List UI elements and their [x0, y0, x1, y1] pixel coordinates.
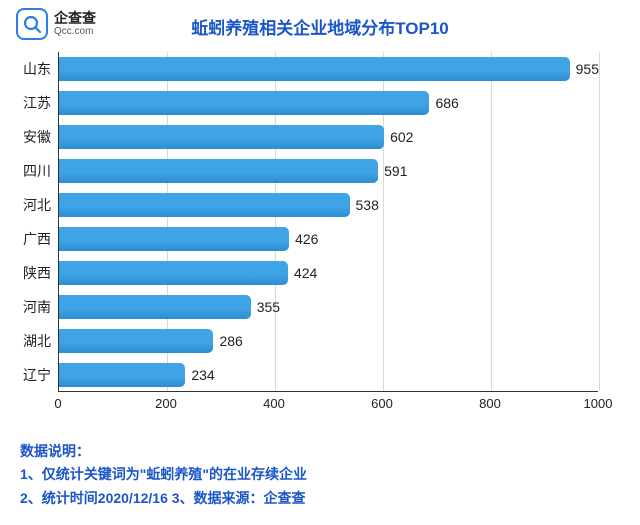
bar-value-label: 426 — [295, 231, 318, 247]
category-label: 广西 — [23, 229, 59, 249]
bar-value-label: 955 — [576, 61, 599, 77]
category-label: 河北 — [23, 195, 59, 215]
bar-value-label: 234 — [191, 367, 214, 383]
bar-value-label: 424 — [294, 265, 317, 281]
x-tick-label: 800 — [479, 396, 501, 411]
bar-value-label: 355 — [257, 299, 280, 315]
category-label: 江苏 — [23, 93, 59, 113]
bar — [59, 57, 570, 81]
bar-row: 河北538 — [59, 188, 599, 222]
bar-row: 湖北286 — [59, 324, 599, 358]
bar — [59, 193, 350, 217]
bar-row: 陕西424 — [59, 256, 599, 290]
bar-row: 四川591 — [59, 154, 599, 188]
category-label: 河南 — [23, 297, 59, 317]
bar — [59, 329, 213, 353]
bar — [59, 91, 429, 115]
bar-value-label: 686 — [435, 95, 458, 111]
footer-line-1: 1、仅统计关键词为"蚯蚓养殖"的在业存续企业 — [20, 463, 307, 487]
bar — [59, 159, 378, 183]
bar-row: 山东955 — [59, 52, 599, 86]
bar-value-label: 602 — [390, 129, 413, 145]
bar-row: 江苏686 — [59, 86, 599, 120]
bar-value-label: 538 — [356, 197, 379, 213]
x-tick-label: 200 — [155, 396, 177, 411]
footer-heading: 数据说明： — [20, 440, 307, 464]
category-label: 安徽 — [23, 127, 59, 147]
x-tick-label: 0 — [54, 396, 61, 411]
bar-value-label: 591 — [384, 163, 407, 179]
plot-region: 山东955江苏686安徽602四川591河北538广西426陕西424河南355… — [58, 52, 598, 392]
bar-row: 河南355 — [59, 290, 599, 324]
bar — [59, 363, 185, 387]
logo-text-cn: 企查查 — [54, 11, 96, 26]
bar-row: 辽宁234 — [59, 358, 599, 392]
bar-value-label: 286 — [219, 333, 242, 349]
x-tick-label: 1000 — [584, 396, 613, 411]
x-tick-label: 600 — [371, 396, 393, 411]
gridline — [599, 52, 600, 391]
logo-text-en: Qcc.com — [54, 26, 96, 37]
footer-notes: 数据说明： 1、仅统计关键词为"蚯蚓养殖"的在业存续企业 2、统计时间2020/… — [20, 440, 307, 511]
chart-area: 山东955江苏686安徽602四川591河北538广西426陕西424河南355… — [58, 52, 618, 422]
brand-logo: 企查查 Qcc.com — [16, 8, 96, 40]
bar-row: 安徽602 — [59, 120, 599, 154]
bar-row: 广西426 — [59, 222, 599, 256]
bar — [59, 295, 251, 319]
category-label: 四川 — [23, 161, 59, 181]
logo-icon — [16, 8, 48, 40]
x-tick-label: 400 — [263, 396, 285, 411]
category-label: 山东 — [23, 59, 59, 79]
bar — [59, 261, 288, 285]
category-label: 陕西 — [23, 263, 59, 283]
chart-title: 蚯蚓养殖相关企业地域分布TOP10 — [0, 0, 640, 39]
bar — [59, 227, 289, 251]
bar — [59, 125, 384, 149]
category-label: 湖北 — [23, 331, 59, 351]
footer-line-2: 2、统计时间2020/12/16 3、数据来源：企查查 — [20, 487, 307, 511]
category-label: 辽宁 — [23, 365, 59, 385]
